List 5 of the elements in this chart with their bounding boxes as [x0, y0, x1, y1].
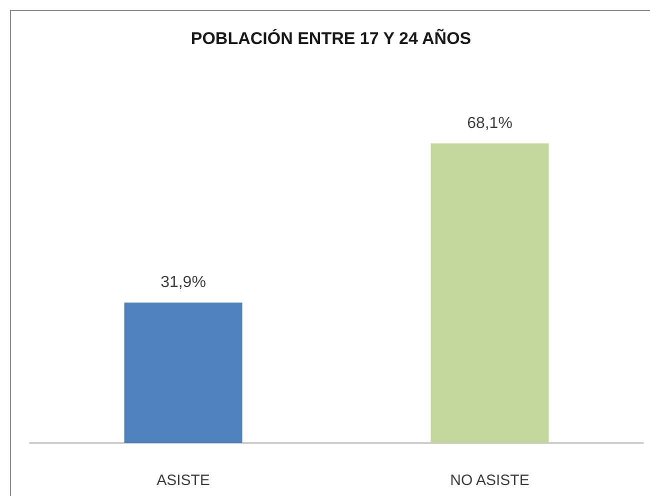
data-label: 31,9% — [160, 274, 206, 292]
data-label: 68,1% — [467, 114, 512, 132]
x-tick-label: NO ASISTE — [450, 472, 530, 489]
chart-title: POBLACIÓN ENTRE 17 Y 24 AÑOS — [190, 28, 472, 48]
x-tick-label: ASISTE — [156, 472, 210, 489]
